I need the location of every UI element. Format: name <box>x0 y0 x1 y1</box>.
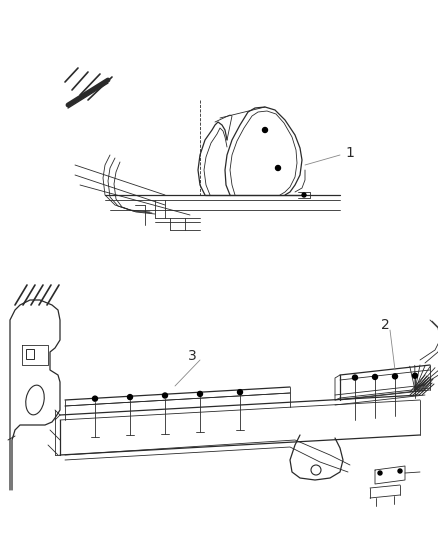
Circle shape <box>92 396 98 401</box>
Text: 3: 3 <box>187 349 196 363</box>
Circle shape <box>127 394 133 400</box>
Bar <box>26 349 34 359</box>
Circle shape <box>302 193 306 197</box>
Circle shape <box>378 471 382 475</box>
Circle shape <box>413 373 417 378</box>
Circle shape <box>276 166 280 171</box>
Circle shape <box>162 393 167 398</box>
Circle shape <box>392 374 398 379</box>
Circle shape <box>262 127 268 133</box>
Circle shape <box>372 375 378 379</box>
Circle shape <box>398 469 402 473</box>
Text: 1: 1 <box>345 146 354 160</box>
Circle shape <box>198 391 202 397</box>
Circle shape <box>353 375 357 380</box>
Text: 2: 2 <box>381 318 389 332</box>
Circle shape <box>237 390 243 394</box>
